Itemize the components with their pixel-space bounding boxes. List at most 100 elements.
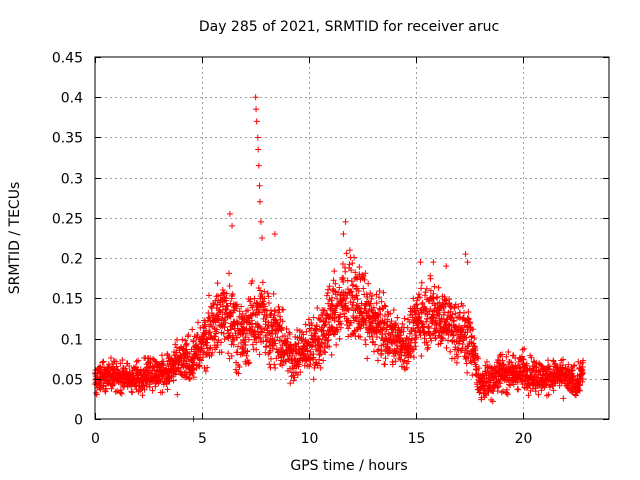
- data-point: [467, 358, 474, 365]
- data-point: [234, 343, 241, 350]
- data-point: [359, 310, 366, 317]
- data-point: [232, 366, 239, 373]
- data-point: [214, 280, 221, 287]
- data-point: [297, 369, 304, 376]
- data-point: [294, 326, 301, 333]
- data-point: [209, 349, 216, 356]
- data-point: [381, 319, 388, 326]
- data-point: [418, 319, 425, 326]
- data-point-spike: [253, 106, 260, 113]
- data-point: [259, 279, 266, 286]
- data-point: [303, 328, 310, 335]
- data-point: [310, 376, 317, 383]
- data-point: [164, 386, 171, 393]
- data-point: [392, 320, 399, 327]
- data-point: [378, 298, 385, 305]
- data-point: [306, 355, 313, 362]
- data-point: [552, 360, 559, 367]
- data-point: [313, 326, 320, 333]
- data-point: [300, 331, 307, 338]
- data-point: [503, 386, 510, 393]
- data-point: [386, 345, 393, 352]
- data-point: [377, 311, 384, 318]
- data-point: [434, 294, 441, 301]
- data-point: [459, 302, 466, 309]
- data-point: [250, 302, 257, 309]
- data-point: [279, 318, 286, 325]
- data-point: [431, 283, 438, 290]
- data-point: [319, 312, 326, 319]
- data-point: [97, 386, 104, 393]
- data-point: [258, 325, 265, 332]
- data-point: [390, 338, 397, 345]
- data-point: [575, 387, 582, 394]
- data-point: [503, 353, 510, 360]
- data-point: [126, 363, 133, 370]
- data-point-spike: [430, 259, 437, 266]
- data-point: [242, 334, 249, 341]
- data-point: [579, 369, 586, 376]
- data-point: [444, 316, 451, 323]
- data-point: [338, 296, 345, 303]
- data-point: [399, 320, 406, 327]
- data-point: [413, 297, 420, 304]
- data-point: [418, 352, 425, 359]
- data-point: [235, 370, 242, 377]
- data-point-spike: [252, 94, 259, 101]
- data-point: [560, 356, 567, 363]
- data-point: [326, 313, 333, 320]
- data-point: [263, 307, 270, 314]
- data-point: [265, 293, 272, 300]
- data-point: [376, 294, 383, 301]
- data-point: [205, 349, 212, 356]
- data-point: [512, 362, 519, 369]
- data-point: [354, 296, 361, 303]
- data-point: [430, 295, 437, 302]
- data-point: [172, 371, 179, 378]
- data-point: [263, 344, 270, 351]
- data-point: [443, 344, 450, 351]
- data-point: [238, 303, 245, 310]
- data-point: [196, 362, 203, 369]
- data-point: [423, 285, 430, 292]
- data-point: [382, 303, 389, 310]
- data-point: [195, 319, 202, 326]
- data-point: [234, 334, 241, 341]
- data-point: [139, 392, 146, 399]
- data-point: [406, 335, 413, 342]
- data-point: [370, 304, 377, 311]
- data-point: [189, 370, 196, 377]
- data-point: [146, 358, 153, 365]
- data-point: [384, 350, 391, 357]
- data-point: [384, 318, 391, 325]
- data-point: [423, 318, 430, 325]
- data-point: [350, 281, 357, 288]
- data-point: [284, 335, 291, 342]
- data-point: [220, 330, 227, 337]
- data-point: [336, 284, 343, 291]
- data-point: [243, 330, 250, 337]
- data-point: [411, 328, 418, 335]
- data-point: [171, 360, 178, 367]
- data-point: [308, 332, 315, 339]
- data-point: [149, 387, 156, 394]
- data-point: [435, 284, 442, 291]
- data-point: [323, 292, 330, 299]
- data-point: [463, 360, 470, 367]
- data-point: [170, 377, 177, 384]
- data-point: [249, 320, 256, 327]
- data-point: [357, 325, 364, 332]
- data-point: [542, 382, 549, 389]
- data-point: [360, 285, 367, 292]
- data-point: [320, 333, 327, 340]
- chart-title: Day 285 of 2021, SRMTID for receiver aru…: [199, 19, 499, 35]
- data-point: [269, 345, 276, 352]
- data-point: [242, 341, 249, 348]
- data-point: [278, 337, 285, 344]
- data-point: [183, 360, 190, 367]
- data-point: [322, 349, 329, 356]
- data-point: [185, 375, 192, 382]
- data-point: [362, 270, 369, 277]
- data-point: [148, 370, 155, 377]
- data-point: [373, 334, 380, 341]
